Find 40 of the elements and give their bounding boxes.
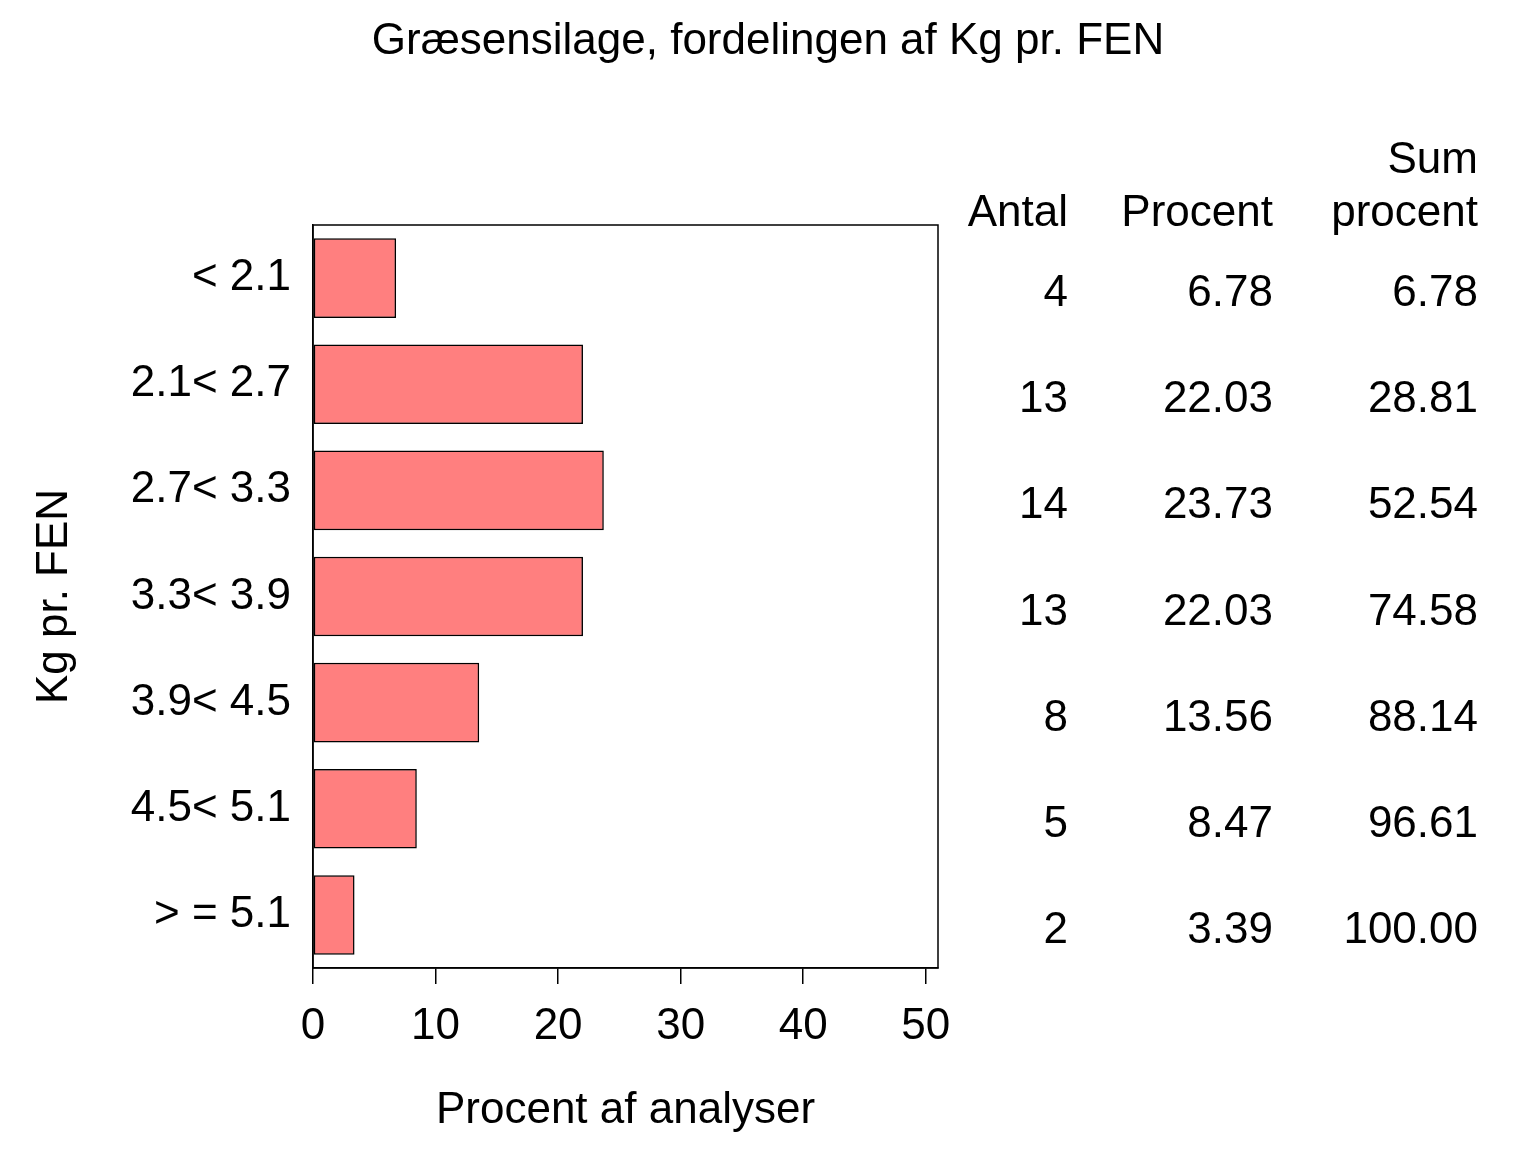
text: 8 (1043, 690, 1068, 740)
y-tick-label: 3.9< 4.5 (130, 674, 291, 724)
y-tick-label: 2.7< 3.3 (130, 462, 291, 512)
text: 88.14 (1367, 690, 1478, 740)
x-tick-label: 20 (533, 998, 583, 1048)
data-label: 13.56 (1162, 690, 1273, 740)
chart-title: Græsensilage, fordelingen af Kg pr. FEN (371, 14, 1165, 63)
data-label: 8.47 (1187, 796, 1273, 846)
text: 13 (1019, 372, 1068, 422)
x-tick-label: 30 (656, 998, 706, 1048)
x-tick-label: 0 (300, 998, 326, 1048)
text: 5 (1043, 796, 1068, 846)
text: 2 (1043, 902, 1068, 952)
text: 6.78 (1392, 266, 1478, 316)
data-label: 6.78 (1187, 266, 1273, 316)
text: 28.81 (1367, 372, 1478, 422)
data-label: 22.03 (1162, 372, 1273, 422)
text: Antal (967, 186, 1068, 235)
text: 74.58 (1367, 584, 1478, 634)
y-tick-label: 3.3< 3.9 (130, 568, 291, 618)
text: Procent (1121, 186, 1273, 235)
y-tick-label: 2.1< 2.7 (130, 356, 291, 406)
x-tick-label: 50 (901, 998, 951, 1048)
text: 14 (1019, 478, 1068, 528)
y-tick-label: > = 5.1 (153, 887, 291, 937)
x-axis-title: Procent af analyser (435, 1082, 816, 1132)
x-tick-label: 10 (411, 998, 461, 1048)
y-tick-label: 4.5< 5.1 (130, 780, 291, 830)
text: 13 (1019, 584, 1068, 634)
data-label: 3.39 (1187, 902, 1273, 952)
text: Sum procent (1331, 133, 1478, 235)
text: 100.00 (1343, 902, 1478, 952)
text: 4 (1043, 266, 1068, 316)
data-label: 23.73 (1162, 478, 1273, 528)
x-tick-label: 40 (778, 998, 828, 1048)
y-axis-title: Kg pr. FEN (26, 488, 76, 705)
y-tick-label: < 2.1 (191, 250, 291, 300)
text: 52.54 (1367, 478, 1478, 528)
text: 96.61 (1367, 796, 1478, 846)
data-label: 22.03 (1162, 584, 1273, 634)
